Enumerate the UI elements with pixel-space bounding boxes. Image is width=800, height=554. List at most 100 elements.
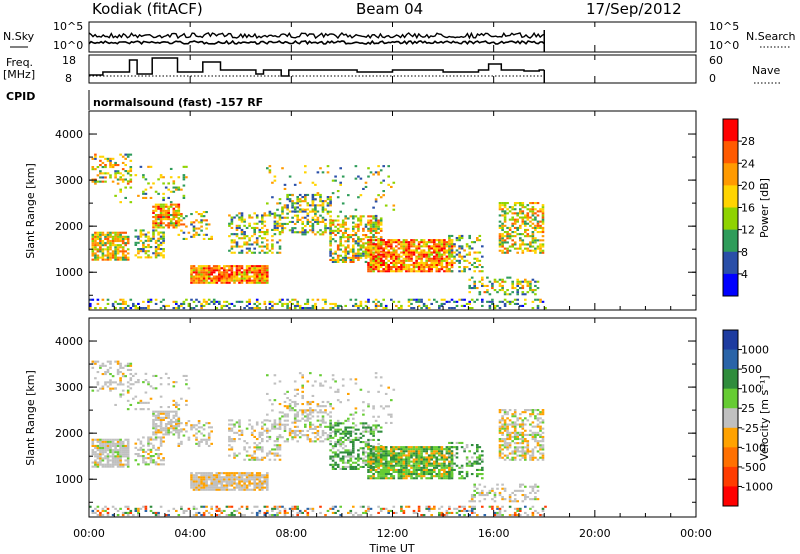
velocity-cell: [478, 458, 482, 461]
velocity-cell: [534, 435, 537, 438]
power-cell: [238, 237, 241, 240]
power-cell: [395, 255, 398, 258]
velocity-cell: [524, 498, 527, 501]
power-cell: [506, 289, 509, 292]
velocity-cell: [349, 453, 353, 456]
power-cell: [248, 275, 251, 278]
power-cell: [336, 248, 340, 251]
velocity-cell: [106, 453, 110, 456]
power-cell: [276, 228, 279, 231]
power-cell: [354, 225, 358, 228]
power-cell: [281, 216, 284, 219]
velocity-cell: [377, 456, 380, 459]
power-cell: [137, 241, 140, 244]
velocity-cell: [314, 436, 317, 439]
power-cell: [430, 241, 433, 244]
power-cell: [498, 243, 502, 246]
power-cell: [182, 302, 186, 305]
velocity-cell: [473, 489, 476, 492]
velocity-cell: [202, 474, 206, 477]
power-cell: [364, 248, 368, 251]
power-cell: [349, 258, 353, 261]
power-cell: [349, 248, 353, 251]
power-cell: [526, 218, 530, 221]
velocity-cell: [534, 431, 537, 434]
power-cell: [182, 300, 186, 303]
velocity-cell: [508, 500, 512, 503]
power-cell: [367, 246, 370, 249]
velocity-cell: [162, 440, 165, 443]
velocity-cell: [121, 455, 125, 458]
velocity-cell: [498, 491, 502, 494]
velocity-cell: [415, 452, 418, 455]
power-cell: [427, 251, 431, 254]
velocity-cell: [521, 435, 525, 438]
power-cell: [230, 239, 234, 242]
power-cell: [521, 284, 525, 287]
power-cell: [177, 203, 181, 206]
velocity-cell: [534, 496, 537, 499]
power-cell: [433, 255, 436, 258]
velocity-cell: [99, 447, 102, 450]
velocity-cell: [458, 470, 461, 473]
velocity-cell: [121, 366, 125, 369]
power-cell: [142, 190, 145, 193]
power-cell: [205, 277, 208, 280]
power-cell: [521, 291, 525, 294]
power-cell: [91, 157, 95, 160]
velocity-cell: [121, 444, 125, 447]
power-cell: [293, 210, 297, 213]
power-cell: [311, 231, 315, 234]
power-cell: [306, 220, 310, 223]
power-cell: [298, 210, 302, 213]
velocity-cell: [116, 373, 120, 376]
velocity-cell: [96, 461, 100, 464]
power-cell: [400, 261, 403, 264]
power-cell: [433, 261, 436, 264]
power-cell: [415, 259, 418, 262]
power-cell: [119, 237, 122, 240]
velocity-cell: [410, 475, 413, 478]
power-cell: [266, 202, 269, 205]
power-cell: [402, 249, 406, 252]
velocity-cell: [390, 462, 393, 465]
velocity-cell: [326, 425, 330, 428]
power-cell: [167, 205, 170, 208]
velocity-cell: [273, 427, 277, 430]
velocity-cell: [402, 473, 406, 476]
velocity-cell: [417, 460, 421, 463]
power-cell: [124, 235, 127, 238]
velocity-cell: [261, 476, 264, 479]
velocity-cell: [470, 498, 474, 501]
velocity-cell: [372, 460, 375, 463]
power-cell: [364, 252, 368, 255]
velocity-cell: [374, 460, 378, 463]
power-cell: [245, 271, 249, 274]
power-cell: [111, 164, 115, 167]
velocity-cell: [382, 464, 385, 467]
power-cell: [384, 251, 388, 254]
power-cell: [99, 170, 102, 173]
velocity-cell: [266, 488, 269, 491]
power-cell: [116, 256, 120, 259]
power-cell: [215, 279, 219, 282]
power-cell: [195, 219, 198, 222]
power-cell: [402, 245, 406, 248]
power-cell: [534, 251, 537, 254]
velocity-cell: [331, 426, 335, 429]
power-cell: [402, 263, 406, 266]
power-cell: [498, 300, 502, 303]
power-cell: [276, 224, 279, 227]
velocity-cell: [486, 491, 489, 494]
velocity-cell: [369, 438, 373, 441]
velocity-cell: [400, 470, 403, 473]
velocity-cell: [427, 448, 431, 451]
power-cell: [422, 255, 426, 258]
velocity-cell: [253, 456, 256, 459]
power-cell: [240, 277, 244, 280]
power-cell: [455, 304, 459, 307]
power-cell: [481, 278, 484, 281]
power-cell: [344, 221, 347, 224]
power-colorbar-label: Power [dB]: [758, 178, 771, 238]
velocity-cell: [109, 442, 112, 445]
